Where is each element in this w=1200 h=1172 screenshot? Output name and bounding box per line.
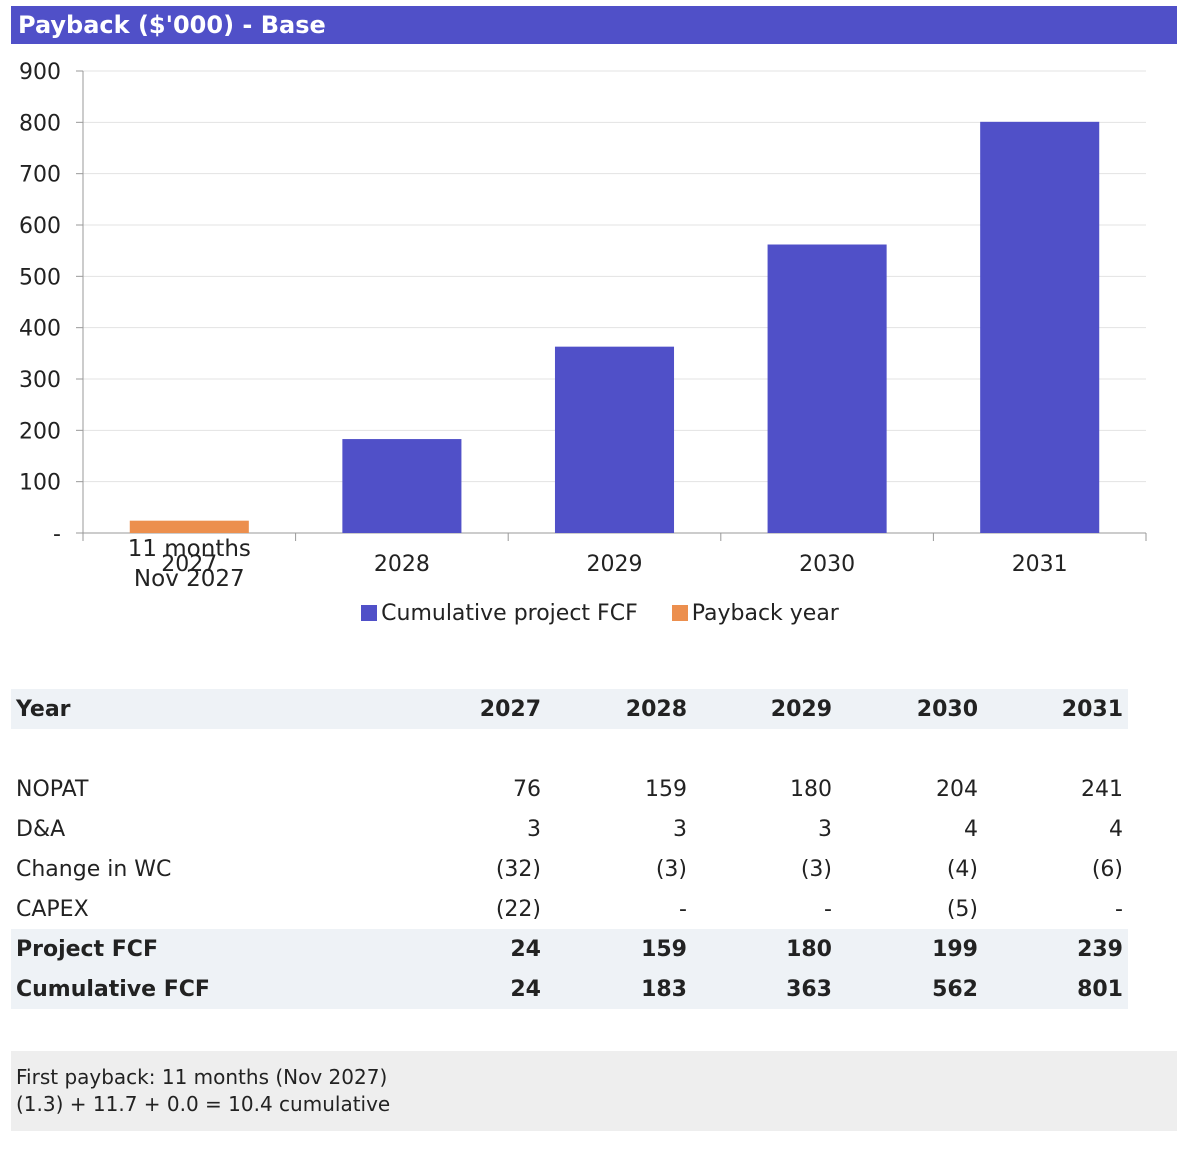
row-value: (32)	[495, 856, 541, 882]
notes-line-1: First payback: 11 months (Nov 2027)	[16, 1065, 388, 1089]
legend-item-payback: Payback year	[671, 598, 839, 628]
row-label: Cumulative FCF	[16, 976, 210, 1002]
row-value: -	[1115, 896, 1123, 922]
row-value: (6)	[1091, 856, 1123, 882]
row-value: 183	[641, 976, 687, 1002]
payback-annotation-line2: Nov 2027	[134, 566, 245, 592]
payback-annotation-line1: 11 months	[128, 536, 251, 562]
table-header-row: Year 2027 2028 2029 2030 2031	[11, 689, 1128, 729]
y-tick-label: 700	[19, 163, 61, 188]
row-value: 3	[673, 816, 687, 842]
table-row: CAPEX (22) - - (5) -	[11, 889, 1128, 929]
row-label: D&A	[16, 816, 66, 842]
row-value: 4	[964, 816, 978, 842]
row-value: -	[679, 896, 687, 922]
y-tick-label: -	[53, 522, 61, 547]
bar-cumulative-fcf-2029	[554, 346, 675, 533]
y-tick-label: 400	[19, 317, 61, 342]
row-value: 24	[510, 936, 541, 962]
row-value: 3	[527, 816, 541, 842]
row-value: 241	[1081, 776, 1123, 802]
row-label: NOPAT	[16, 776, 89, 802]
legend-item-cumulative: Cumulative project FCF	[361, 598, 638, 628]
row-value: 3	[818, 816, 832, 842]
x-tick-label: 2029	[587, 552, 643, 577]
x-tick-label: 2028	[374, 552, 430, 577]
row-value: 204	[936, 776, 978, 802]
fcf-table: Year 2027 2028 2029 2030 2031 NOPAT 76 159 180 204…	[11, 689, 1128, 1009]
table-row: Project FCF 24 159 180 199 239	[11, 929, 1128, 969]
y-tick-label: 200	[19, 419, 61, 444]
y-tick-label: 100	[19, 471, 61, 496]
header-year: 2029	[770, 696, 832, 722]
x-tick-label: 2030	[799, 552, 855, 577]
table-row: NOPAT 76 159 180 204 241	[11, 769, 1128, 809]
legend-label-cumulative: Cumulative project FCF	[381, 600, 638, 626]
legend-swatch-payback	[671, 605, 688, 621]
bar-cumulative-fcf-2030	[767, 244, 887, 534]
payback-chart: - 100 200 300 400 500 600 700 800 900 2027 2028 2029…	[19, 60, 1147, 592]
x-tick-label: 2031	[1012, 552, 1068, 577]
header-year: 2027	[479, 696, 541, 722]
row-value: 76	[513, 776, 541, 802]
legend-label-payback: Payback year	[691, 600, 839, 626]
payback-notes: First payback: 11 months (Nov 2027) (1.3…	[11, 1051, 1177, 1131]
chart-legend: Cumulative project FCF Payback year	[0, 598, 1200, 628]
notes-line-2: (1.3) + 11.7 + 0.0 = 10.4 cumulative	[16, 1092, 391, 1116]
table-row: Cumulative FCF 24 183 363 562 801	[11, 969, 1128, 1009]
row-value: (22)	[495, 896, 541, 922]
row-value: (4)	[946, 856, 978, 882]
header-label: Year	[16, 696, 71, 722]
row-label: Project FCF	[16, 936, 158, 962]
row-value: -	[824, 896, 832, 922]
bar-payback-year-2027	[129, 520, 249, 533]
row-value: 24	[510, 976, 541, 1002]
chart-title-bar: Payback ($'000) - Base	[11, 6, 1177, 44]
row-value: 199	[932, 936, 978, 962]
table-row: Change in WC (32) (3) (3) (4) (6)	[11, 849, 1128, 889]
y-tick-label: 300	[19, 368, 61, 393]
row-value: 4	[1109, 816, 1123, 842]
row-value: (3)	[655, 856, 687, 882]
header-year: 2030	[916, 696, 978, 722]
bar-cumulative-fcf-2028	[342, 439, 462, 533]
y-tick-label: 800	[19, 111, 61, 136]
row-label: Change in WC	[16, 856, 172, 882]
row-value: 562	[932, 976, 978, 1002]
y-tick-label: 900	[19, 60, 61, 85]
row-value: 159	[645, 776, 687, 802]
chart-title: Payback ($'000) - Base	[18, 11, 326, 39]
row-value: (3)	[800, 856, 832, 882]
x-tick-label: 2027	[161, 552, 217, 577]
y-tick-label: 600	[19, 214, 61, 239]
row-value: 180	[790, 776, 832, 802]
table-row: D&A 3 3 3 4 4	[11, 809, 1128, 849]
header-year: 2028	[625, 696, 687, 722]
bar-cumulative-fcf-2031	[980, 121, 1100, 533]
legend-swatch-cumulative	[361, 605, 378, 621]
row-value: (5)	[946, 896, 978, 922]
row-value: 801	[1077, 976, 1123, 1002]
y-tick-label: 500	[19, 265, 61, 290]
row-value: 363	[786, 976, 832, 1002]
table-spacer-row	[11, 729, 1128, 769]
row-value: 239	[1077, 936, 1123, 962]
row-value: 159	[641, 936, 687, 962]
header-year: 2031	[1061, 696, 1123, 722]
row-value: 180	[786, 936, 832, 962]
row-label: CAPEX	[16, 896, 89, 922]
